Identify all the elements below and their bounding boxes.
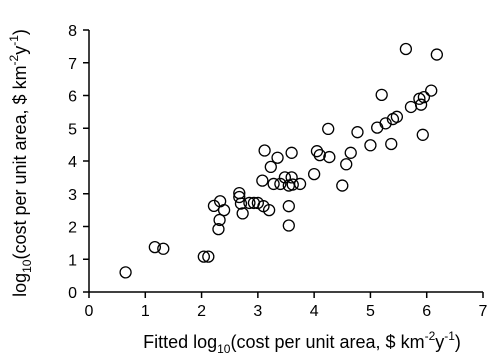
y-tick-label: 5 (68, 121, 77, 138)
data-point (285, 171, 298, 184)
data-point (351, 126, 364, 139)
data-point (379, 117, 392, 130)
y-axis-title: log10(cost per unit area, $ km-2y-1) (7, 29, 34, 297)
data-point (364, 139, 377, 152)
data-point (313, 148, 326, 162)
y-tick-label: 4 (68, 154, 77, 171)
data-point (307, 167, 321, 181)
data-point (213, 213, 226, 227)
data-point (385, 137, 398, 151)
data-point (322, 122, 335, 136)
data-points (119, 42, 443, 279)
data-point (262, 203, 276, 217)
y-tick-label: 3 (68, 187, 77, 204)
data-point (278, 171, 292, 184)
x-tick-label: 4 (310, 303, 319, 320)
data-point (236, 207, 249, 220)
data-point (157, 242, 170, 255)
data-point (148, 240, 162, 254)
data-point (212, 222, 225, 236)
data-point (417, 90, 431, 104)
y-axis-ticks: 0 1 2 3 4 5 6 7 8 (68, 23, 89, 302)
x-tick-label: 2 (197, 303, 206, 320)
y-tick-label: 0 (68, 285, 77, 302)
y-tick-label: 8 (68, 23, 77, 40)
x-tick-label: 5 (366, 303, 375, 320)
data-point (233, 190, 246, 204)
x-tick-label: 6 (422, 303, 431, 320)
data-point (282, 219, 295, 232)
data-point (286, 178, 299, 191)
x-axis-title: Fitted log10(cost per unit area, $ km-2y… (143, 329, 461, 356)
data-point (274, 177, 287, 191)
data-point (425, 84, 438, 97)
data-point (430, 48, 443, 61)
data-point (258, 144, 271, 157)
data-point (371, 121, 384, 134)
data-point (207, 199, 221, 213)
x-tick-label: 3 (253, 303, 262, 320)
data-point (399, 42, 413, 56)
x-axis-ticks: 0 1 2 3 4 5 6 7 (85, 292, 488, 320)
y-tick-label: 1 (68, 252, 77, 269)
data-point (344, 146, 357, 159)
data-point (271, 151, 284, 164)
data-point (404, 100, 418, 114)
data-point (414, 98, 428, 111)
data-point (336, 179, 349, 192)
data-point (282, 200, 295, 213)
data-point (310, 145, 324, 158)
data-point (202, 250, 215, 263)
data-point (197, 250, 210, 263)
data-point (256, 174, 269, 187)
data-point (375, 88, 388, 101)
data-point (264, 160, 277, 174)
y-tick-label: 6 (68, 89, 77, 106)
data-point (323, 150, 336, 164)
y-tick-label: 2 (68, 220, 77, 237)
x-tick-label: 1 (141, 303, 150, 320)
data-point (267, 177, 280, 191)
y-tick-label: 7 (68, 56, 77, 73)
data-point (119, 266, 132, 279)
data-point (293, 177, 307, 191)
data-point (234, 197, 248, 210)
data-point (285, 146, 298, 159)
x-tick-label: 0 (85, 303, 94, 320)
axes (88, 30, 483, 293)
data-point (217, 203, 231, 217)
x-tick-label: 7 (479, 303, 488, 320)
data-point (243, 196, 256, 210)
data-point (340, 158, 353, 171)
data-point (390, 110, 404, 123)
data-point (416, 128, 429, 141)
